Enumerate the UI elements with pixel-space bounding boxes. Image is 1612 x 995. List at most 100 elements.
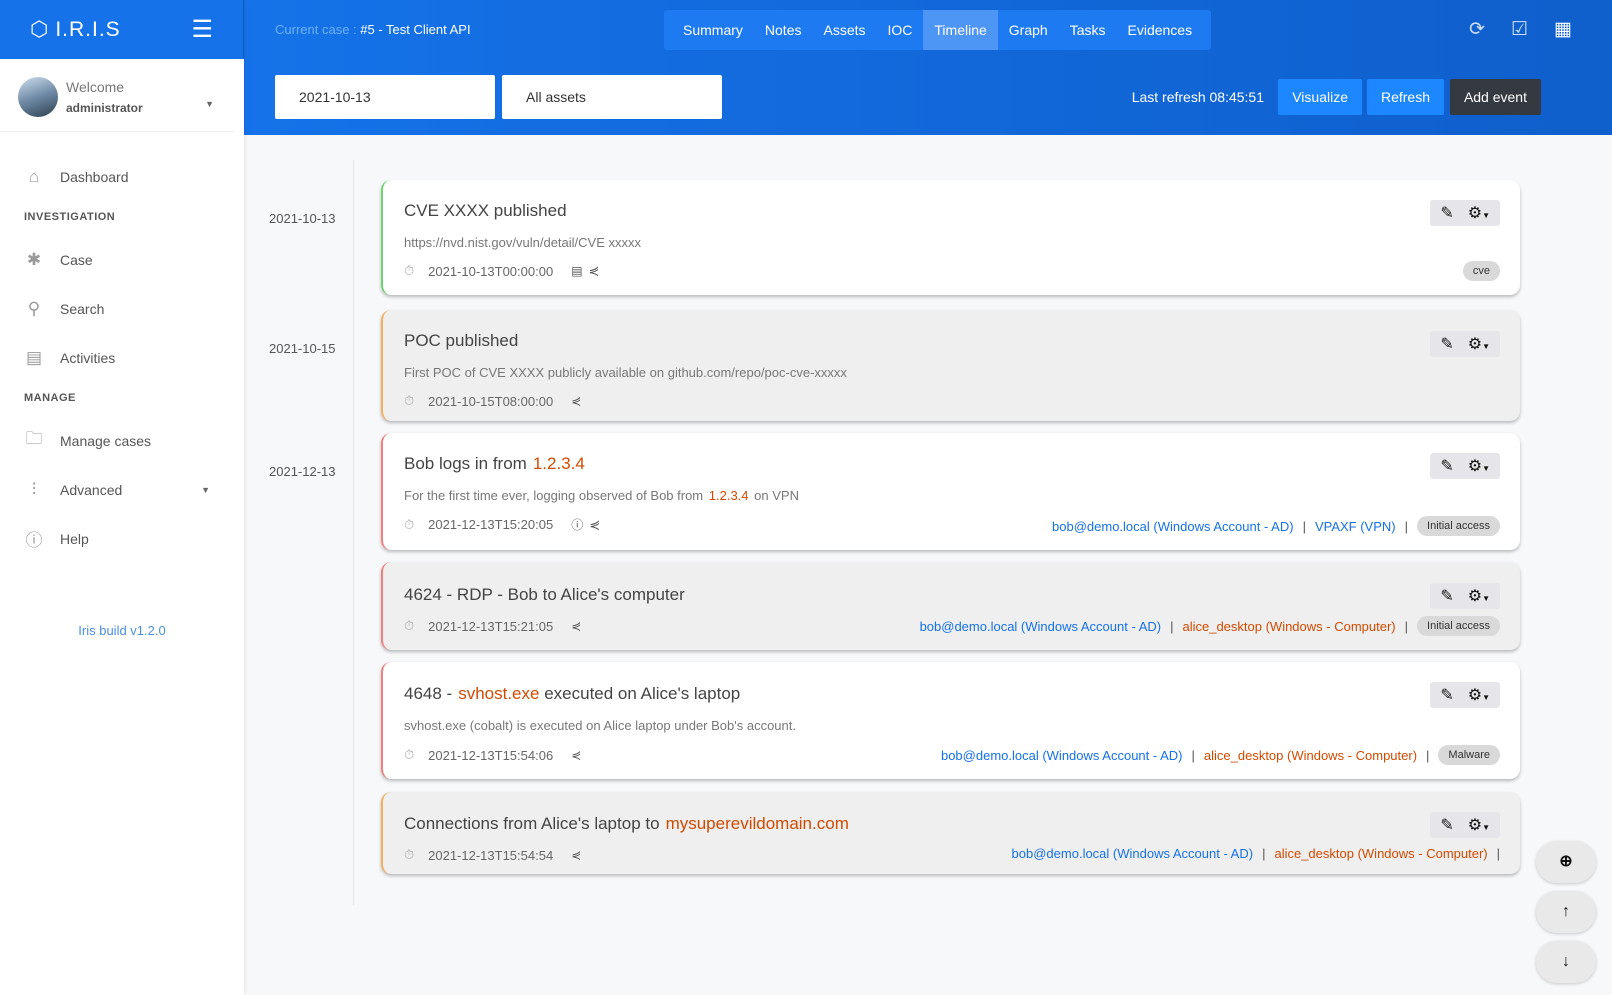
sidebar-item-dashboard[interactable]: ⌂ Dashboard — [0, 152, 244, 201]
date-filter-select[interactable]: 2021-10-13 — [275, 75, 495, 119]
caret-down-icon[interactable]: ▼ — [205, 99, 214, 109]
asset-link[interactable]: alice_desktop (Windows - Computer) — [1182, 618, 1396, 634]
gear-dropdown-icon[interactable]: ⚙▼ — [1467, 817, 1490, 834]
tab-graph[interactable]: Graph — [1008, 21, 1048, 38]
tab-timeline[interactable]: Timeline — [923, 9, 998, 50]
event-title: Bob logs in from 1.2.3.4 — [404, 454, 585, 473]
folder-icon: 🗀 — [25, 429, 43, 448]
timeline-event-card[interactable]: 4648 - svhost.exe executed on Alice's lap… — [381, 662, 1520, 779]
asset-link[interactable]: bob@demo.local (Windows Account - AD) — [1052, 518, 1294, 534]
share-icon[interactable]: ⋞ — [571, 748, 582, 762]
case-value: #5 - Test Client API — [360, 22, 471, 37]
table-icon[interactable]: ▤ — [571, 264, 583, 278]
tab-tasks[interactable]: Tasks — [1069, 21, 1106, 38]
edit-pencil-icon[interactable]: ✎ — [1440, 817, 1454, 834]
asset-link[interactable]: VPAXF (VPN) — [1314, 518, 1396, 534]
separator: | — [1496, 846, 1500, 861]
sidebar-item-activities[interactable]: ▤ Activities — [0, 333, 244, 382]
info-icon[interactable]: ⓘ — [571, 518, 584, 532]
event-title: POC published — [404, 331, 519, 350]
gear-dropdown-icon[interactable]: ⚙▼ — [1467, 687, 1490, 704]
label: Case — [60, 251, 93, 268]
tab-notes[interactable]: Notes — [764, 21, 802, 38]
event-tag: Initial access — [1417, 616, 1500, 636]
edit-pencil-icon[interactable]: ✎ — [1440, 588, 1454, 605]
event-meta: ⏱ 2021-12-13T15:54:54 ⋞ — [404, 847, 581, 863]
asset-link[interactable]: bob@demo.local (Windows Account - AD) — [940, 747, 1183, 763]
scroll-down-button[interactable]: ↓ — [1536, 941, 1596, 983]
scroll-up-button[interactable]: ↑ — [1536, 891, 1596, 933]
event-description: For the first time ever, logging observe… — [404, 488, 799, 503]
share-icon[interactable]: ⋞ — [589, 516, 601, 532]
edit-pencil-icon[interactable]: ✎ — [1440, 205, 1454, 222]
sidebar-item-advanced[interactable]: ⫶ Advanced ▼ — [0, 465, 244, 514]
timeline-event-card[interactable]: Connections from Alice's laptop to mysupe… — [381, 792, 1520, 874]
timeline-event-card[interactable]: POC published First POC of CVE XXXX publi… — [381, 310, 1520, 421]
separator: | — [1191, 747, 1195, 763]
timeline-event-card[interactable]: 4624 - RDP - Bob to Alice's computer ⏱ 202… — [381, 562, 1520, 650]
event-time: 2021-12-13T15:21:05 — [428, 618, 554, 634]
case-tabs: Summary Notes Assets IOC Timeline Graph … — [664, 9, 1212, 50]
gear-dropdown-icon[interactable]: ⚙▼ — [1467, 336, 1490, 353]
checkbox-icon[interactable]: ☑ — [1511, 19, 1529, 40]
event-tag: Malware — [1438, 745, 1500, 765]
timeline-event-card[interactable]: CVE XXXX published https://nvd.nist.gov/v… — [381, 180, 1520, 295]
search-icon: ⚲ — [27, 298, 41, 318]
label: Search — [60, 300, 105, 317]
edit-pencil-icon[interactable]: ✎ — [1440, 687, 1454, 704]
event-meta: ⏱ 2021-12-13T15:21:05 ⋞ — [404, 618, 581, 634]
event-title-highlight: mysuperevildomain.com — [665, 814, 849, 833]
gear-dropdown-icon[interactable]: ⚙▼ — [1467, 205, 1490, 222]
asset-link[interactable]: bob@demo.local (Windows Account - AD) — [1011, 846, 1254, 861]
logo[interactable]: ⬡ I.R.I.S — [30, 17, 121, 42]
share-icon[interactable]: ⋞ — [571, 619, 582, 633]
user-panel[interactable]: Welcome administrator ▼ — [0, 59, 234, 132]
apps-grid-icon[interactable]: ▦ — [1554, 19, 1572, 40]
tab-assets[interactable]: Assets — [823, 21, 866, 38]
sidebar-item-manage-cases[interactable]: 🗀 Manage cases — [0, 416, 244, 465]
label: Activities — [60, 349, 116, 366]
asset-link[interactable]: alice_desktop (Windows - Computer) — [1203, 747, 1418, 763]
event-title: CVE XXXX published — [404, 201, 567, 220]
gear-dropdown-icon[interactable]: ⚙▼ — [1467, 588, 1490, 605]
sliders-icon: ⫶ — [31, 479, 37, 499]
event-meta: ⏱ 2021-12-13T15:20:05 ⓘ ⋞ — [404, 516, 600, 533]
edit-pencil-icon[interactable]: ✎ — [1440, 336, 1454, 353]
event-meta: ⏱ 2021-10-13T00:00:00 ▤ ⋞ — [404, 263, 599, 279]
asset-link[interactable]: bob@demo.local (Windows Account - AD) — [919, 618, 1162, 634]
sidebar-item-help[interactable]: ⓘ Help — [0, 514, 244, 563]
add-fab-button[interactable]: ⊕ — [1536, 841, 1596, 883]
separator: | — [1170, 618, 1174, 634]
build-version[interactable]: Iris build v1.2.0 — [78, 623, 166, 638]
current-case: Current case : #5 - Test Client API — [275, 22, 665, 37]
label: Help — [60, 530, 89, 547]
help-icon: ⓘ — [25, 531, 43, 550]
stopwatch-icon: ⏱ — [404, 263, 415, 278]
visualize-button[interactable]: Visualize — [1278, 79, 1362, 115]
event-title-highlight: svhost.exe — [458, 684, 540, 703]
share-icon[interactable]: ⋞ — [571, 848, 582, 862]
tab-evidences[interactable]: Evidences — [1127, 21, 1193, 38]
sync-icon[interactable]: ⟳ — [1469, 19, 1485, 40]
gear-dropdown-icon[interactable]: ⚙▼ — [1467, 458, 1490, 475]
sidebar-item-case[interactable]: ✱ Case — [0, 235, 244, 284]
event-title: Connections from Alice's laptop to mysupe… — [404, 814, 849, 833]
share-icon[interactable]: ⋞ — [588, 263, 600, 278]
tab-summary[interactable]: Summary — [683, 21, 743, 38]
edit-pencil-icon[interactable]: ✎ — [1440, 458, 1454, 475]
event-actions: ✎ ⚙▼ — [1430, 200, 1500, 226]
sidebar-item-search[interactable]: ⚲ Search — [0, 284, 244, 333]
asset-filter-select[interactable]: All assets — [502, 75, 722, 119]
stopwatch-icon: ⏱ — [404, 393, 415, 408]
event-assets: bob@demo.local (Windows Account - AD) | al… — [1012, 846, 1500, 861]
timeline-date: 2021-10-15 — [269, 341, 336, 356]
timeline-event-card[interactable]: Bob logs in from 1.2.3.4 For the first tim… — [381, 433, 1520, 550]
hamburger-menu-icon[interactable]: ☰ — [191, 16, 213, 43]
share-icon[interactable]: ⋞ — [571, 394, 582, 408]
separator: | — [1404, 518, 1409, 534]
add-event-button[interactable]: Add event — [1449, 79, 1541, 115]
refresh-button[interactable]: Refresh — [1366, 79, 1444, 115]
asset-link[interactable]: alice_desktop (Windows - Computer) — [1274, 846, 1488, 861]
tab-ioc[interactable]: IOC — [887, 21, 913, 38]
separator: | — [1302, 518, 1306, 534]
